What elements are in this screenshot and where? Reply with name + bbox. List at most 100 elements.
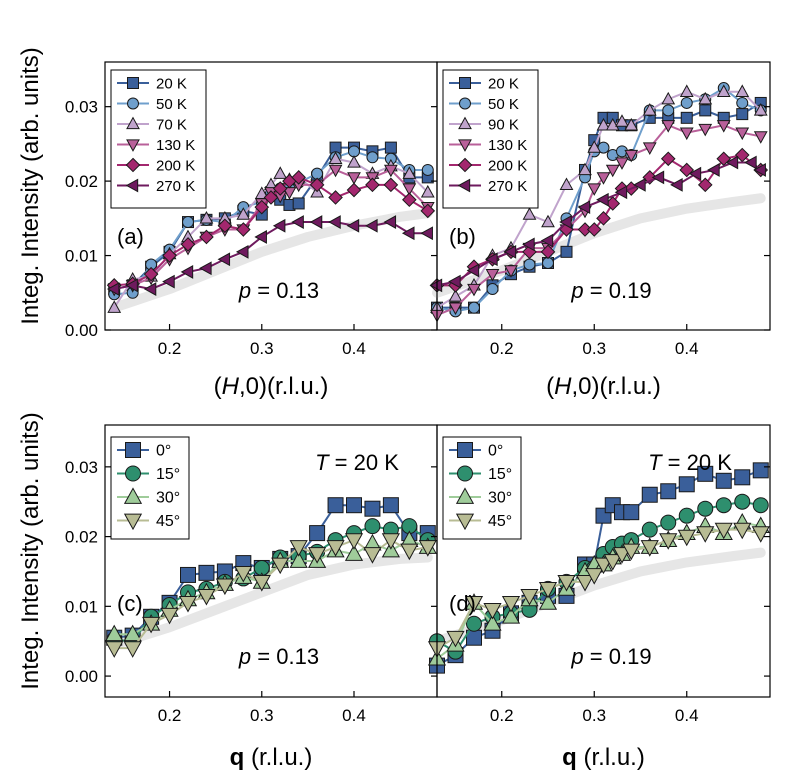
data-point: [485, 252, 498, 267]
data-point: [344, 533, 364, 550]
data-point: [624, 117, 639, 131]
y-tick-label: 0.00: [65, 321, 98, 340]
temperature-annotation-value: = 20 K: [662, 450, 733, 475]
y-tick-label: 0.02: [65, 172, 98, 191]
data-point: [520, 588, 539, 606]
x-axis-label-var: H: [554, 373, 572, 400]
data-point: [501, 607, 521, 624]
x-tick-label: 0.3: [250, 339, 274, 358]
data-point: [328, 190, 343, 205]
data-point: [364, 500, 381, 517]
data-point: [605, 117, 620, 131]
data-point: [107, 300, 122, 313]
data-point: [697, 465, 714, 482]
data-point: [538, 582, 558, 599]
data-point: [725, 155, 739, 170]
legend-entry: 50 K: [156, 96, 187, 113]
data-point: [429, 278, 443, 293]
data-point: [215, 578, 234, 596]
x-axis-label-var: q: [230, 744, 245, 771]
legend-entry: 70 K: [156, 117, 187, 134]
data-point: [464, 595, 484, 613]
x-tick-label: 0.4: [675, 706, 699, 725]
data-point: [309, 177, 325, 193]
data-point: [328, 164, 343, 178]
x-axis-label-suffix: ,0)(r.l.u.): [239, 373, 328, 400]
data-point: [162, 274, 175, 289]
data-point: [660, 514, 677, 531]
legend-marker: [127, 97, 139, 110]
data-point: [448, 289, 463, 302]
data-point: [753, 131, 768, 144]
data-point: [383, 215, 397, 229]
data-point: [123, 624, 142, 642]
panel-2: 0.2 0.3 0.4 0.00 0.01 0.02 0.03 q (r.l.u.) Integ…: [17, 412, 438, 771]
data-point: [418, 540, 437, 557]
data-point: [217, 252, 231, 267]
data-point: [143, 266, 159, 282]
data-point: [735, 127, 750, 141]
data-point: [180, 237, 196, 252]
data-point: [178, 595, 198, 613]
data-point: [263, 190, 279, 205]
x-tick-label: 0.2: [158, 706, 182, 725]
y-axis-label: Integ. Intensity (arb. units): [17, 47, 44, 324]
legend-marker: [457, 157, 473, 173]
x-tick-label: 0.4: [675, 339, 699, 358]
data-point: [235, 244, 249, 259]
data-point: [199, 261, 212, 276]
panel-label: (b): [449, 224, 476, 249]
legend-marker: [455, 487, 475, 504]
data-point: [603, 554, 622, 571]
doping-annotation-var: p: [570, 644, 583, 669]
x-tick-label: 0.4: [342, 706, 366, 725]
data-point: [182, 216, 194, 229]
data-point: [578, 162, 592, 176]
x-axis-label-suffix: ,0)(r.l.u.): [572, 373, 661, 400]
legend-marker: [125, 442, 141, 458]
data-point: [217, 218, 233, 234]
doping-annotation-value: = 0.19: [584, 278, 652, 303]
doping-annotation: p = 0.13: [238, 644, 319, 669]
data-point: [622, 543, 641, 561]
legend-marker: [455, 513, 475, 531]
data-point: [402, 183, 417, 196]
data-point: [715, 497, 732, 514]
data-point: [291, 215, 304, 229]
temperature-annotation-var: T: [648, 450, 663, 475]
legend-entry: 45°: [156, 513, 180, 530]
data-point: [744, 155, 757, 170]
data-point: [363, 547, 382, 564]
data-point: [328, 215, 341, 229]
data-point: [698, 123, 713, 137]
x-axis-label-var: H: [222, 373, 240, 400]
data-point: [485, 268, 500, 282]
data-point: [557, 575, 576, 592]
data-point: [199, 210, 214, 224]
y-tick-label: 0.02: [65, 528, 98, 547]
x-axis-label: (H,0)(r.l.u.): [546, 373, 661, 400]
data-point: [678, 476, 695, 493]
data-point: [751, 526, 770, 543]
data-point: [466, 263, 480, 278]
data-point: [254, 199, 270, 215]
y-tick-label: 0.03: [65, 98, 98, 117]
data-point: [291, 170, 306, 185]
x-axis-label: q (r.l.u.): [230, 744, 313, 771]
data-point: [587, 140, 602, 153]
legend-entry: 200 K: [156, 158, 195, 175]
data-point: [661, 120, 676, 133]
data-point: [633, 177, 646, 192]
data-point: [383, 177, 399, 193]
temperature-annotation: T = 20 K: [315, 450, 399, 475]
data-point: [180, 566, 196, 583]
legend: 0° 15° 30° 45°: [110, 436, 190, 540]
data-point: [614, 185, 628, 200]
data-point: [612, 547, 632, 564]
data-point: [522, 207, 537, 220]
data-point: [586, 222, 602, 237]
data-point: [642, 142, 657, 155]
series-line-2: [113, 157, 429, 309]
data-point: [660, 151, 676, 167]
data-point: [236, 222, 251, 237]
